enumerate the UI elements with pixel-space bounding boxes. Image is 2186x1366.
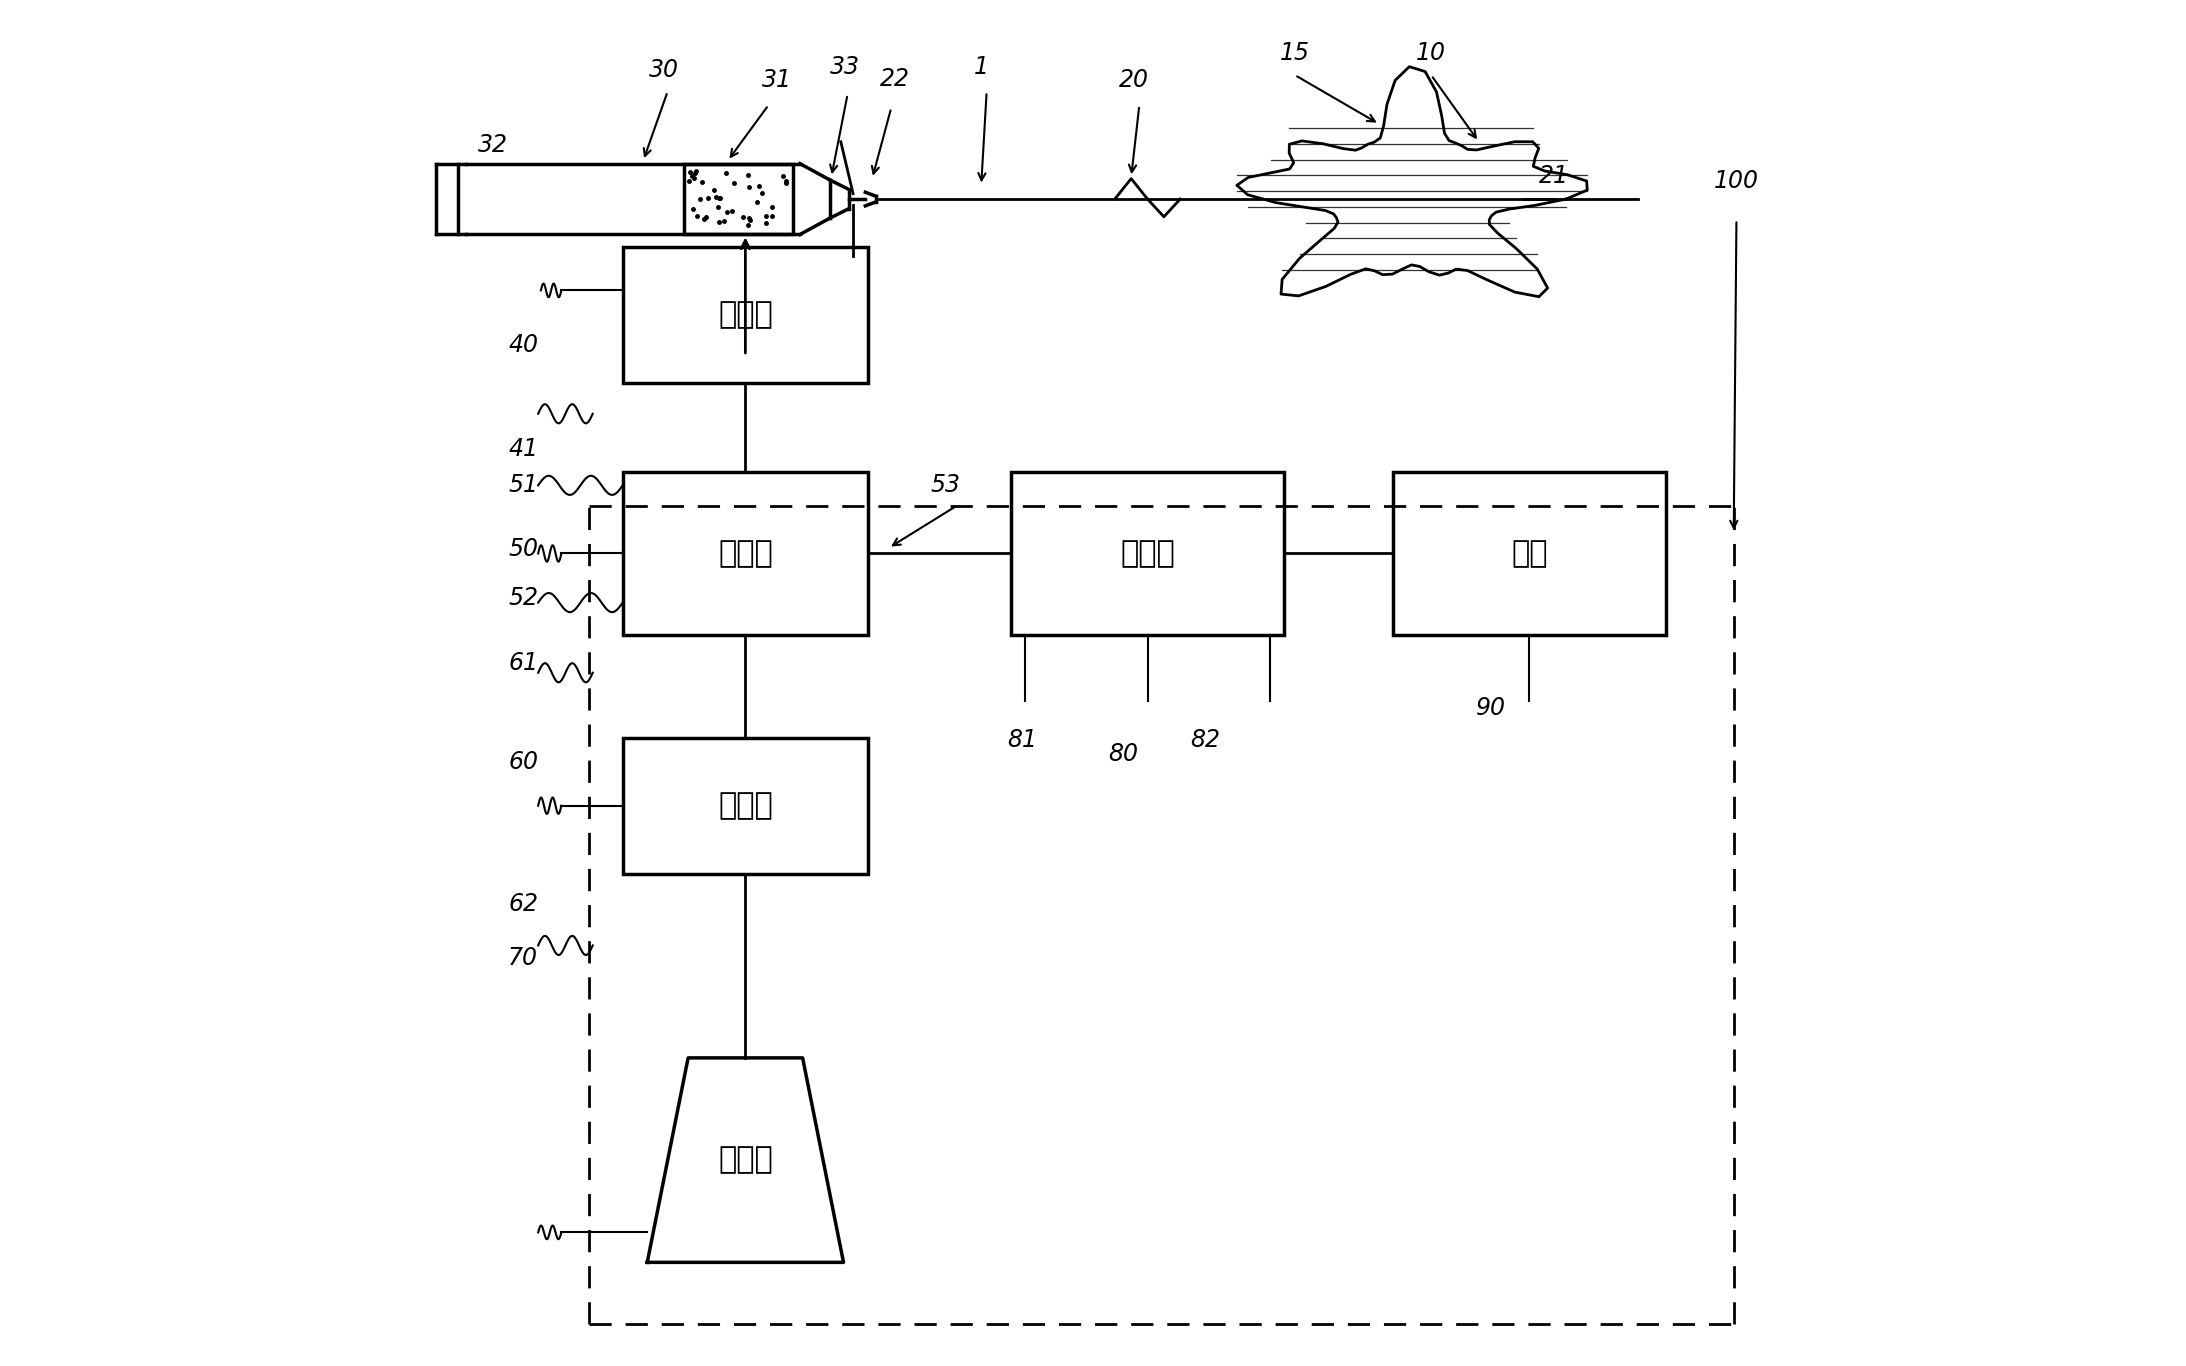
Bar — [623, 471, 868, 635]
Text: 30: 30 — [649, 57, 678, 82]
Text: 60: 60 — [507, 750, 538, 775]
Text: 10: 10 — [1417, 41, 1447, 66]
Text: 扬声器: 扬声器 — [717, 1146, 774, 1175]
Text: 80: 80 — [1108, 742, 1139, 766]
Text: 100: 100 — [1714, 169, 1760, 194]
Text: 51: 51 — [507, 474, 538, 497]
Text: 62: 62 — [507, 892, 538, 915]
Text: 82: 82 — [1189, 728, 1220, 753]
Text: 52: 52 — [507, 586, 538, 611]
Text: 21: 21 — [1539, 164, 1570, 189]
Text: 1: 1 — [973, 55, 988, 79]
Text: 合成器: 合成器 — [717, 791, 774, 820]
Text: 40: 40 — [507, 333, 538, 357]
Text: 31: 31 — [761, 68, 791, 93]
Text: 20: 20 — [1119, 68, 1150, 93]
Bar — [1392, 471, 1666, 635]
Text: 50: 50 — [507, 537, 538, 561]
Text: 放大器: 放大器 — [1119, 540, 1174, 568]
Bar — [623, 247, 868, 382]
Text: 53: 53 — [931, 474, 962, 497]
Bar — [623, 738, 868, 874]
Polygon shape — [647, 1057, 844, 1262]
Text: 41: 41 — [507, 437, 538, 460]
Text: 61: 61 — [507, 650, 538, 675]
Text: 转换器: 转换器 — [717, 540, 774, 568]
Text: 屏幕: 屏幕 — [1511, 540, 1548, 568]
Bar — [1012, 471, 1283, 635]
Bar — [684, 164, 794, 235]
Text: 32: 32 — [479, 133, 507, 157]
Polygon shape — [1237, 67, 1587, 296]
Text: 33: 33 — [831, 55, 859, 79]
Text: 15: 15 — [1279, 41, 1309, 66]
Text: 压力汁: 压力汁 — [717, 301, 774, 329]
Text: 22: 22 — [881, 67, 909, 92]
Text: 70: 70 — [507, 947, 538, 970]
Text: 90: 90 — [1476, 695, 1506, 720]
Text: 81: 81 — [1008, 728, 1036, 753]
